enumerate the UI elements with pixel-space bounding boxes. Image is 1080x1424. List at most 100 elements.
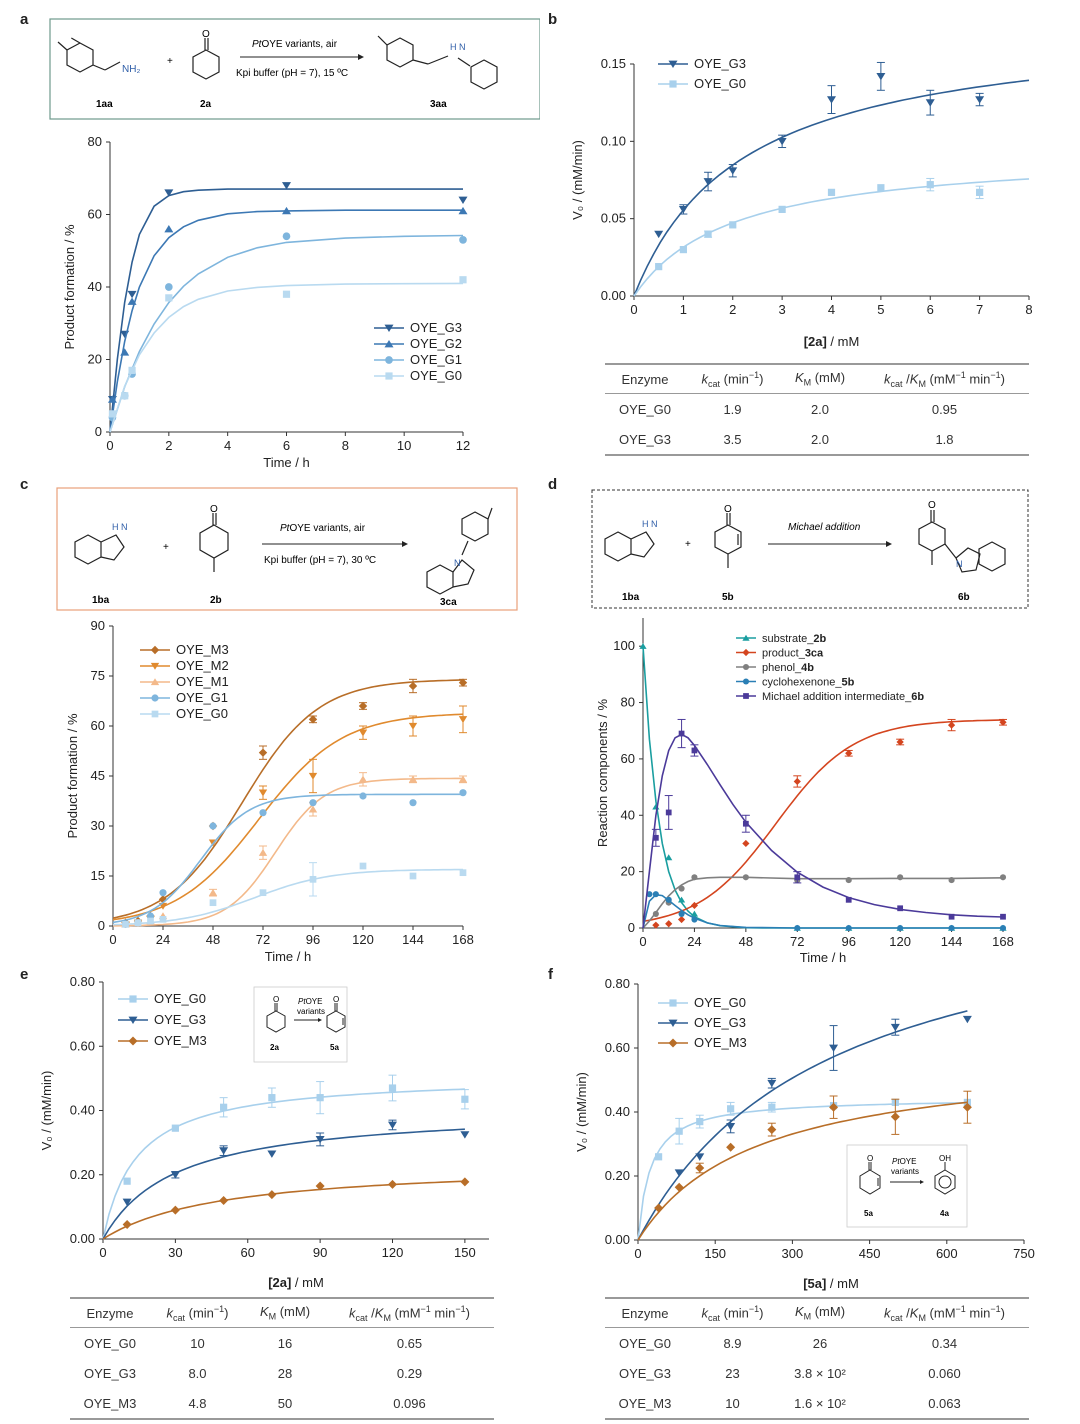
fit-curve-OYE_G0 [102,1088,465,1240]
x-tick-label: 3 [779,302,786,317]
data-point-OYE_G3 [654,230,664,239]
data-point-OYE_G1 [282,232,291,241]
data-point-OYE_G0 [926,181,934,189]
data-point-OYE_M3 [460,1177,470,1187]
fit-curve-OYE_G0 [109,282,464,433]
fit-curve-cyclohexenone_5b [642,893,1003,929]
fit-curve-OYE_G0 [637,1101,968,1241]
data-point-OYE_G0 [696,1118,704,1126]
y-tick-label: 60 [91,718,105,733]
legend-label: OYE_G3 [154,1012,206,1027]
data-point-OYE_M1 [208,888,218,896]
data-point-OYE_G0 [459,869,467,877]
data-point-phenol_4b [999,874,1007,881]
x-tick-label: 4 [224,438,231,453]
legend-marker [742,663,750,671]
data-point-product_3ca [742,839,750,848]
data-point-cyclohexenone_5b [691,916,698,923]
data-point-OYE_G2 [127,297,137,305]
data-point-Michael addition intermediate_6b [1000,913,1006,920]
table-cell: 0.65 [396,1335,423,1351]
data-point-OYE_G3 [458,196,468,205]
table-row: OYE_G0 10 16 0.65 [70,1328,494,1359]
fit-curve-OYE_G1 [112,793,463,924]
y-tick-label: 0 [628,920,635,935]
arrow-top-c: PtOYE variants, air [280,523,366,534]
data-point-OYE_G1 [409,799,417,807]
x-tick-label: 144 [402,932,424,947]
kinetics-table-b: Enzyme kcat (min−1) KM (mM) kcat /KM (mM… [605,363,1029,456]
data-point-OYE_M3 [674,1182,684,1192]
data-point-Michael addition intermediate_6b [691,747,698,754]
legend-label: OYE_G3 [694,56,746,71]
data-point-OYE_G3 [827,96,836,104]
x-tick-label: 150 [704,1246,726,1261]
chart-d: H N 1ba + O 5b Michael addition O N 6b 0… [591,489,1029,965]
data-point-OYE_M3 [726,1142,736,1152]
data-point-substrate_2b [665,854,673,861]
data-point-OYE_G3 [170,1171,180,1179]
data-point-OYE_G2 [164,224,174,233]
chart-b: 0 1 2 3 4 5 6 7 8 0.00 0.05 0.10 0.15 [2a] / mM V₀ / (… [570,56,1033,349]
table-cell: 0.29 [396,1365,423,1381]
y-tick-label: 0.60 [70,1038,95,1053]
data-point-product_3ca [677,915,686,924]
panel-label-c: c [20,476,29,493]
legend-label: OYE_G3 [410,320,462,335]
fit-curve-OYE_M1 [113,777,463,927]
data-point-OYE_G0 [122,920,129,928]
x-axis-label: [5a] / mM [803,1276,859,1291]
legend: OYE_G3 OYE_G0 [658,56,746,91]
data-point-OYE_G3 [728,167,738,175]
molecule-5b [714,513,742,568]
table-cell: 0.060 [928,1365,961,1381]
y-axis-label: V₀ / (mM/min) [574,1072,589,1152]
plus-c: + [163,542,169,553]
legend-marker [151,710,159,718]
x-tick-label: 96 [306,932,320,947]
chart-f: O OH PtOYE variants 5a 4a 0 150 300 450 600 7… [574,976,1035,1291]
fit-curve-product_3ca [642,719,1003,923]
x-tick-label: 30 [168,1245,182,1260]
fit-curve-OYE_M3 [637,1101,968,1241]
data-point-OYE_G1 [309,799,317,807]
x-tick-label: 60 [241,1245,255,1260]
data-point-OYE_G0 [654,1153,663,1161]
data-point-OYE_G0 [768,1103,776,1111]
x-tick-label: 5 [877,302,884,317]
table-cell: OYE_G3 [618,1365,672,1381]
y-axis-label: Product formation / % [62,224,77,349]
data-point-OYE_G3 [890,1023,900,1032]
data-point-OYE_G3 [388,1121,397,1130]
y-tick-label: 0.15 [601,56,626,71]
x-tick-label: 450 [859,1246,881,1261]
table-cell: 50 [245,1388,325,1420]
th-kcat-km: kcat /KM (mM−1 min−1) [325,1297,494,1328]
x-tick-label: 144 [941,934,963,949]
label-3aa: 3aa [430,99,447,110]
x-tick-label: 0 [630,302,637,317]
y-tick-label: 20 [88,352,102,367]
data-point-cyclohexenone_5b [999,924,1007,932]
data-point-OYE_G0 [877,184,885,192]
molecule-1ba-d [604,531,655,562]
data-point-product_3ca [652,921,660,929]
x-tick-label: 120 [889,934,911,949]
th-kcat: kcat (min−1) [150,1297,245,1328]
legend-marker [668,1038,678,1048]
y-tick-label: 0.20 [70,1167,95,1182]
legend-label: OYE_G1 [410,352,462,367]
table-cell: OYE_G0 [618,1335,672,1351]
data-point-phenol_4b [652,910,659,917]
data-point-phenol_4b [742,874,749,881]
y-tick-label: 0.00 [601,288,626,303]
legend-marker [128,1016,138,1025]
data-point-OYE_G0 [108,410,117,418]
legend-label: OYE_G0 [694,76,746,91]
legend-marker [743,693,749,699]
legend-label: cyclohexenone_5b [762,677,855,689]
table-cell: OYE_M3 [70,1388,150,1420]
data-point-OYE_G0 [309,875,317,883]
legend-marker [129,995,137,1003]
